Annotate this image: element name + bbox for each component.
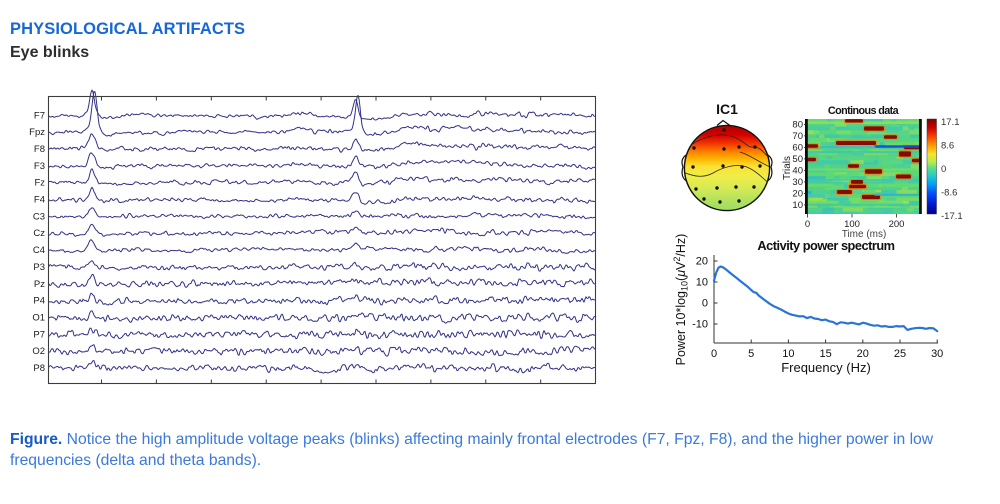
svg-text:5: 5 bbox=[748, 348, 754, 360]
svg-text:80: 80 bbox=[792, 119, 803, 130]
svg-text:20: 20 bbox=[696, 256, 708, 268]
svg-text:Fz: Fz bbox=[34, 178, 45, 189]
svg-text:20: 20 bbox=[857, 348, 869, 360]
svg-text:10: 10 bbox=[782, 348, 794, 360]
svg-text:Pz: Pz bbox=[34, 279, 45, 290]
svg-text:P4: P4 bbox=[33, 296, 45, 307]
svg-text:Activity power spectrum: Activity power spectrum bbox=[757, 238, 894, 253]
svg-text:8.6: 8.6 bbox=[941, 141, 954, 152]
svg-text:Power 10*log10(μV2/Hz): Power 10*log10(μV2/Hz) bbox=[672, 234, 690, 366]
svg-text:0: 0 bbox=[805, 219, 810, 230]
svg-text:10: 10 bbox=[696, 277, 708, 289]
svg-text:F3: F3 bbox=[34, 161, 45, 172]
svg-text:C4: C4 bbox=[33, 245, 45, 256]
svg-text:P8: P8 bbox=[33, 363, 45, 374]
svg-text:O2: O2 bbox=[32, 346, 45, 357]
svg-text:30: 30 bbox=[931, 348, 943, 360]
svg-text:Time (ms): Time (ms) bbox=[842, 229, 887, 240]
svg-text:17.1: 17.1 bbox=[941, 117, 960, 128]
svg-text:100: 100 bbox=[844, 219, 860, 230]
svg-text:P3: P3 bbox=[33, 262, 45, 273]
svg-text:15: 15 bbox=[819, 348, 831, 360]
svg-text:200: 200 bbox=[889, 219, 905, 230]
svg-text:20: 20 bbox=[792, 188, 803, 199]
svg-text:F4: F4 bbox=[34, 195, 45, 206]
svg-text:-10: -10 bbox=[692, 319, 708, 331]
svg-text:F8: F8 bbox=[34, 144, 45, 155]
svg-text:F7: F7 bbox=[34, 110, 45, 121]
svg-text:40: 40 bbox=[792, 165, 803, 176]
svg-text:-17.1: -17.1 bbox=[941, 211, 963, 222]
svg-text:60: 60 bbox=[792, 142, 803, 153]
svg-text:0: 0 bbox=[941, 164, 946, 175]
svg-text:Continous data: Continous data bbox=[828, 105, 900, 117]
svg-text:30: 30 bbox=[792, 177, 803, 188]
svg-text:70: 70 bbox=[792, 131, 803, 142]
svg-text:P7: P7 bbox=[33, 329, 45, 340]
svg-text:0: 0 bbox=[702, 298, 708, 310]
svg-text:Fpz: Fpz bbox=[29, 127, 45, 138]
svg-text:Cz: Cz bbox=[33, 228, 45, 239]
svg-text:C3: C3 bbox=[33, 211, 45, 222]
svg-text:50: 50 bbox=[792, 154, 803, 165]
svg-text:IC1: IC1 bbox=[716, 101, 738, 117]
svg-text:10: 10 bbox=[792, 200, 803, 211]
svg-text:Frequency (Hz): Frequency (Hz) bbox=[781, 360, 871, 375]
svg-text:0: 0 bbox=[711, 348, 717, 360]
svg-text:O1: O1 bbox=[32, 313, 45, 324]
svg-text:25: 25 bbox=[894, 348, 906, 360]
svg-text:-8.6: -8.6 bbox=[941, 188, 957, 199]
svg-text:Trials: Trials bbox=[782, 156, 793, 180]
